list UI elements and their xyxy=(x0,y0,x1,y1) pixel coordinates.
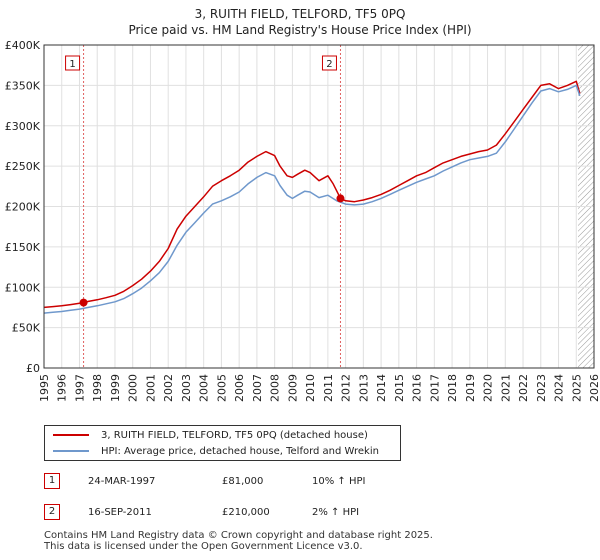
x-tick-label: 2003 xyxy=(180,374,193,402)
transaction-price: £81,000 xyxy=(222,476,264,487)
sale-point xyxy=(79,298,88,307)
x-tick-label: 2026 xyxy=(588,374,600,402)
x-tick-label: 2007 xyxy=(251,374,264,402)
chart-legend: 3, RUITH FIELD, TELFORD, TF5 0PQ (detach… xyxy=(44,425,401,461)
legend-label-hpi: HPI: Average price, detached house, Telf… xyxy=(101,446,379,457)
x-tick-label: 1999 xyxy=(109,374,122,402)
y-tick-label: £350K xyxy=(5,79,41,92)
x-tick-label: 2005 xyxy=(215,374,228,402)
sale-label: 1 xyxy=(69,59,75,70)
x-tick-label: 1996 xyxy=(56,374,69,402)
title-line-2: Price paid vs. HM Land Registry's House … xyxy=(128,23,472,37)
x-tick-label: 2017 xyxy=(428,374,441,402)
x-tick-label: 2021 xyxy=(499,374,512,402)
plot-frame xyxy=(43,44,595,369)
x-tick-label: 2020 xyxy=(482,374,495,402)
legend-swatch-price xyxy=(53,434,89,436)
x-tick-label: 2018 xyxy=(446,374,459,402)
sale-label-box xyxy=(321,55,337,71)
y-tick-label: £150K xyxy=(5,241,41,254)
sale-label-box xyxy=(65,55,81,71)
chart-title: 3, RUITH FIELD, TELFORD, TF5 0PQ Price p… xyxy=(0,6,600,38)
legend-swatch-hpi xyxy=(53,450,89,452)
y-tick-label: £200K xyxy=(5,201,41,214)
x-tick-label: 2010 xyxy=(304,374,317,402)
x-tick-label: 2025 xyxy=(570,374,583,402)
x-tick-label: 2023 xyxy=(535,374,548,402)
transaction-hpi-diff: 2% ↑ HPI xyxy=(312,507,360,518)
x-tick-label: 2008 xyxy=(269,374,282,402)
x-tick-label: 2004 xyxy=(198,374,211,402)
legend-label-price: 3, RUITH FIELD, TELFORD, TF5 0PQ (detach… xyxy=(101,430,368,441)
transaction-price: £210,000 xyxy=(222,507,270,518)
x-tick-label: 2013 xyxy=(357,374,370,402)
sale-label: 2 xyxy=(326,59,332,70)
x-tick-label: 2022 xyxy=(517,374,530,402)
series-line-hpi xyxy=(43,84,581,314)
footer-line-2: This data is licensed under the Open Gov… xyxy=(44,541,363,552)
price-chart: £0 £50K £100K £150K £200K £250K £300K £350K £400… xyxy=(5,39,600,402)
sale-point xyxy=(336,194,345,203)
x-tick-label: 2024 xyxy=(553,374,566,402)
title-line-1: 3, RUITH FIELD, TELFORD, TF5 0PQ xyxy=(194,7,406,21)
x-tick-label: 1998 xyxy=(91,374,104,402)
x-tick-label: 2009 xyxy=(286,374,299,402)
transaction-date: 24-MAR-1997 xyxy=(88,476,156,487)
x-tick-label: 1995 xyxy=(38,374,51,402)
x-tick-label: 2014 xyxy=(375,374,388,402)
y-tick-label: £50K xyxy=(12,322,41,335)
x-tick-label: 2012 xyxy=(340,374,353,402)
y-tick-label: £300K xyxy=(5,120,41,133)
legend-item-hpi: HPI: Average price, detached house, Telf… xyxy=(53,444,379,460)
footer-line-1: Contains HM Land Registry data © Crown c… xyxy=(44,530,433,541)
x-tick-label: 2002 xyxy=(162,374,175,402)
x-tick-label: 2019 xyxy=(464,374,477,402)
transaction-marker: 1 xyxy=(44,473,60,489)
x-tick-label: 2016 xyxy=(411,374,424,402)
x-tick-label: 2011 xyxy=(322,374,335,402)
transaction-marker: 2 xyxy=(44,504,60,520)
transaction-date: 16-SEP-2011 xyxy=(88,507,152,518)
legend-item-price: 3, RUITH FIELD, TELFORD, TF5 0PQ (detach… xyxy=(53,428,368,444)
y-tick-label: £0 xyxy=(26,362,40,375)
x-tick-label: 2015 xyxy=(393,374,406,402)
transaction-hpi-diff: 10% ↑ HPI xyxy=(312,476,366,487)
y-tick-label: £100K xyxy=(5,281,41,294)
series-line-price xyxy=(43,80,581,309)
footer-attribution: Contains HM Land Registry data © Crown c… xyxy=(44,530,433,552)
y-tick-label: £400K xyxy=(5,39,41,52)
x-tick-label: 2006 xyxy=(233,374,246,402)
x-tick-label: 1997 xyxy=(73,374,86,402)
y-tick-label: £250K xyxy=(5,160,41,173)
x-tick-label: 2000 xyxy=(127,374,140,402)
x-tick-label: 2001 xyxy=(144,374,157,402)
